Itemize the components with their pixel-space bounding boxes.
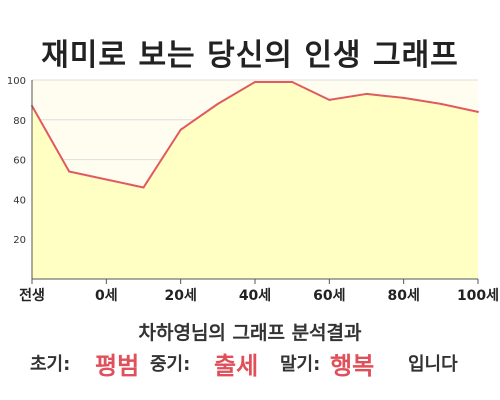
late-label: 말기:	[280, 354, 321, 375]
y-tick-label: 80	[13, 116, 26, 127]
data-point	[328, 98, 331, 101]
data-point	[216, 102, 219, 105]
data-point	[179, 128, 182, 131]
data-point	[477, 110, 479, 113]
x-tick-label: 80세	[387, 288, 419, 304]
x-tick-label: 전생	[19, 287, 45, 304]
middle-label: 중기:	[150, 354, 191, 375]
area-fill	[32, 81, 478, 280]
closing-text: 입니다	[408, 354, 458, 375]
y-tick-label: 100	[7, 76, 26, 87]
data-point	[365, 92, 368, 95]
y-tick-label: 20	[13, 235, 26, 246]
y-tick-label: 40	[13, 195, 26, 206]
data-point	[439, 102, 442, 105]
data-point	[254, 80, 256, 83]
middle-value: 출세	[214, 352, 259, 380]
late-value: 행복	[330, 352, 375, 380]
y-tick-label: 60	[13, 156, 26, 167]
life-graph-chart: 20406080100전생0세20세40세60세80세100세환생	[7, 76, 499, 304]
data-point	[142, 186, 145, 189]
x-tick-label: 60세	[313, 288, 345, 304]
analysis-title: 차하영님의 그래프 분석결과	[138, 322, 362, 344]
data-point	[105, 178, 108, 181]
x-tick-label: 0세	[95, 288, 118, 304]
chart-title: 재미로 보는 당신의 인생 그래프	[41, 38, 459, 73]
x-tick-label: 20세	[164, 288, 196, 304]
data-point	[68, 170, 71, 173]
data-point	[291, 80, 294, 83]
early-label: 초기:	[30, 354, 71, 375]
x-tick-label: 100세	[457, 288, 499, 304]
data-point	[402, 96, 405, 99]
x-tick-label: 40세	[239, 288, 271, 304]
early-value: 평범	[95, 352, 140, 380]
